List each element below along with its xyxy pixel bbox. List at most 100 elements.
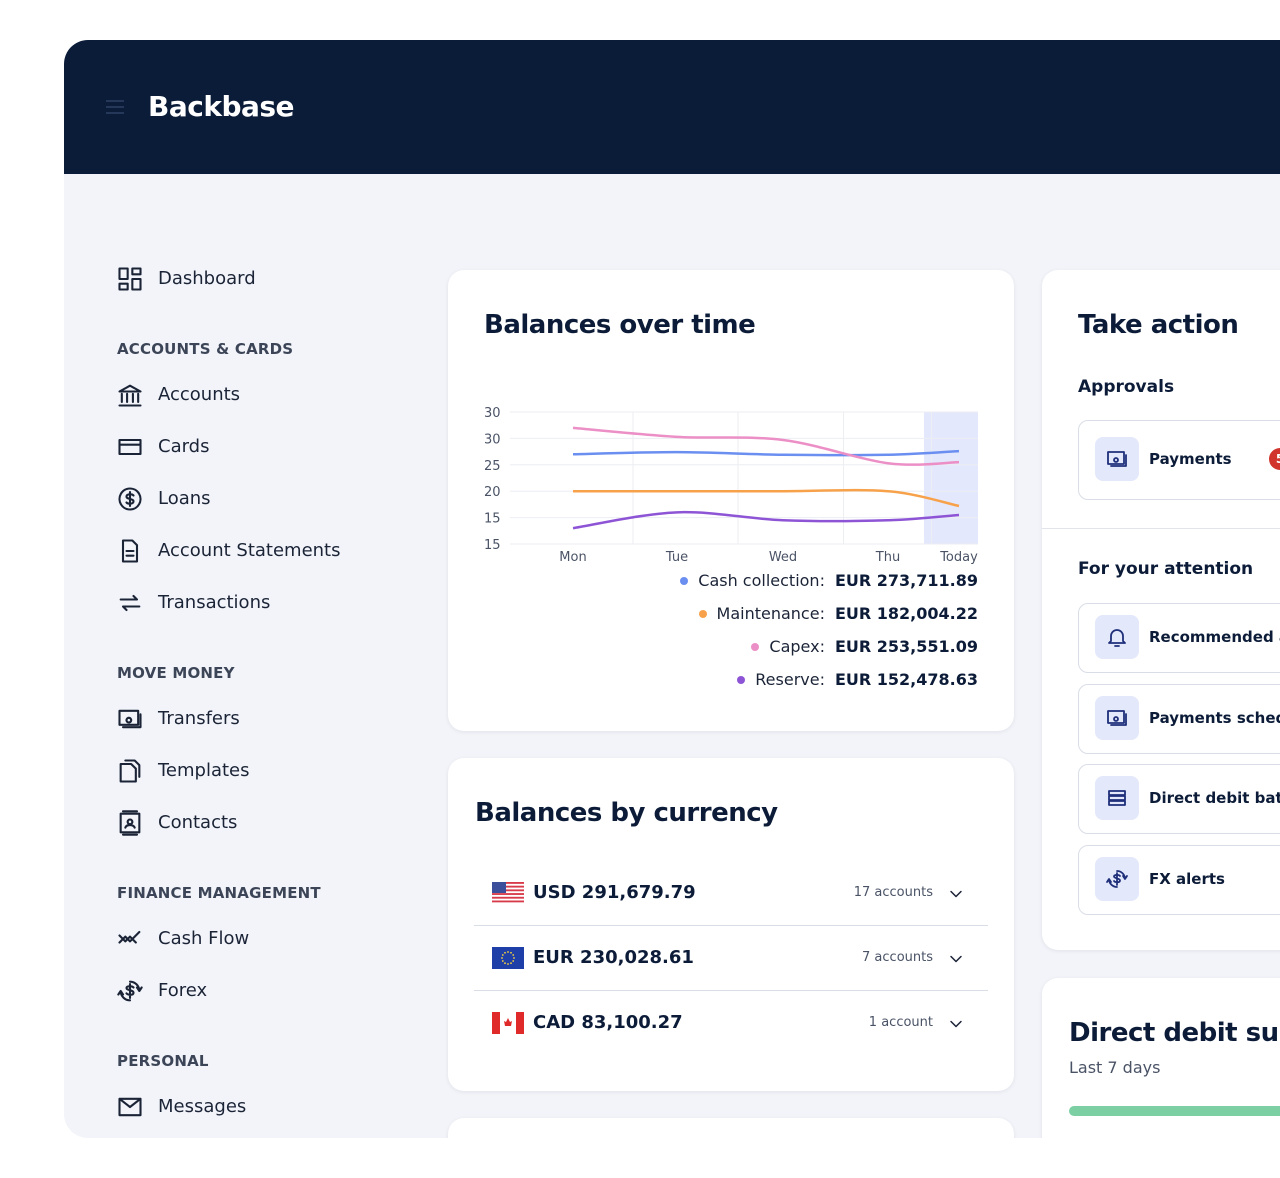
legend-dot bbox=[737, 675, 746, 684]
legend-dot bbox=[751, 642, 760, 651]
nav-item[interactable]: Cash Flow bbox=[158, 928, 250, 949]
take-action-card: Take action Approvals For your attention… bbox=[1042, 270, 1280, 950]
item-icon bbox=[1107, 451, 1127, 467]
nav-icon bbox=[117, 980, 143, 1002]
attention-heading: For your attention bbox=[1078, 559, 1254, 579]
legend-label: Capex: bbox=[769, 637, 825, 656]
x-tick-label: Wed bbox=[769, 550, 797, 565]
chevron bbox=[950, 890, 962, 898]
currency-card: Balances by currency USD 291,679.79 17 ac… bbox=[448, 758, 1014, 1091]
chevron bbox=[950, 955, 962, 963]
next-card bbox=[448, 1118, 1014, 1138]
nav-item[interactable]: Cards bbox=[158, 436, 210, 457]
legend-row: Maintenance: EUR 182,004.22 bbox=[578, 597, 978, 630]
direct-debit-title: Direct debit sum bbox=[1069, 1018, 1280, 1048]
divider bbox=[474, 990, 988, 991]
approvals-heading: Approvals bbox=[1078, 377, 1175, 397]
nav-item[interactable]: Contacts bbox=[158, 812, 238, 833]
nav-item[interactable]: Dashboard bbox=[158, 268, 256, 289]
highlight-band bbox=[924, 412, 978, 544]
nav-item[interactable]: Templates bbox=[158, 760, 250, 781]
icon-box bbox=[1095, 776, 1139, 820]
nav-icon bbox=[119, 759, 141, 783]
legend-row: Cash collection: EUR 273,711.89 bbox=[578, 564, 978, 597]
brand: Backbase bbox=[148, 90, 295, 123]
account-count: 7 accounts bbox=[862, 950, 933, 965]
nav-icon bbox=[118, 487, 142, 511]
legend-value: EUR 182,004.22 bbox=[834, 604, 978, 623]
nav-icon bbox=[121, 539, 139, 563]
flag bbox=[492, 947, 524, 969]
legend-dot bbox=[698, 609, 707, 618]
y-tick-label: 15 bbox=[484, 538, 501, 553]
series-line bbox=[572, 426, 960, 466]
legend-row: Reserve: EUR 152,478.63 bbox=[578, 663, 978, 696]
nav-icon bbox=[118, 930, 141, 944]
nav-section-title: MOVE MONEY bbox=[117, 664, 235, 682]
item-icon bbox=[1108, 790, 1126, 806]
y-tick-label: 25 bbox=[484, 459, 501, 474]
legend-label: Cash collection: bbox=[698, 571, 825, 590]
nav-icon bbox=[119, 594, 141, 612]
item-label: Direct debit batch bbox=[1149, 789, 1280, 807]
legend-dot bbox=[680, 576, 689, 585]
nav-item[interactable]: Account Statements bbox=[158, 540, 341, 561]
y-tick-label: 30 bbox=[484, 406, 501, 421]
item-icon bbox=[1107, 709, 1127, 726]
nav-section-title: ACCOUNTS & CARDS bbox=[117, 340, 294, 358]
nav-item[interactable]: Forex bbox=[158, 980, 208, 1001]
nav-icon bbox=[119, 810, 141, 836]
legend-label: Maintenance: bbox=[716, 604, 825, 623]
legend: Cash collection: EUR 273,711.89 Maintenanc… bbox=[578, 564, 978, 696]
account-count: 1 account bbox=[868, 1015, 933, 1030]
nav-item[interactable]: Transfers bbox=[158, 708, 240, 729]
flag bbox=[492, 882, 524, 904]
app-frame: Backbase Dashboard ACCOUNTS & CARDS Accoun… bbox=[64, 40, 1280, 1138]
divider bbox=[474, 925, 988, 926]
x-tick-label: Thu bbox=[875, 550, 900, 565]
nav-section-title: FINANCE MANAGEMENT bbox=[117, 884, 321, 902]
divider bbox=[1042, 528, 1280, 529]
nav-icon bbox=[118, 709, 142, 729]
menu-icon[interactable] bbox=[104, 98, 128, 116]
flag bbox=[492, 1012, 524, 1034]
nav-section-title: PERSONAL bbox=[117, 1052, 209, 1070]
x-tick-label: Today bbox=[939, 550, 978, 565]
chart-card: Balances over time 30 30 25 20 15 15 Mon Tue Wed… bbox=[448, 270, 1014, 731]
x-tick-label: Mon bbox=[559, 550, 586, 565]
item-icon bbox=[1108, 629, 1126, 647]
progress-bar bbox=[1069, 1106, 1280, 1116]
direct-debit-card: Direct debit sum Last 7 days bbox=[1042, 978, 1280, 1138]
item-label: Recommended ac bbox=[1149, 628, 1280, 646]
y-tick-label: 30 bbox=[484, 432, 501, 447]
nav-icon bbox=[118, 267, 142, 291]
nav-item[interactable]: Transactions bbox=[158, 592, 271, 613]
item-label: FX alerts bbox=[1149, 869, 1225, 888]
legend-row: Capex: EUR 253,551.09 bbox=[578, 630, 978, 663]
nav-icon bbox=[118, 438, 142, 456]
nav-item[interactable]: Messages bbox=[158, 1096, 247, 1117]
chevron bbox=[950, 1020, 962, 1028]
legend-label: Reserve: bbox=[755, 670, 825, 689]
y-tick-label: 15 bbox=[484, 512, 501, 527]
series-line bbox=[572, 510, 960, 530]
legend-value: EUR 253,551.09 bbox=[834, 637, 978, 656]
header: Backbase bbox=[64, 40, 1280, 174]
series-line bbox=[572, 449, 960, 457]
legend-value: EUR 152,478.63 bbox=[834, 670, 978, 689]
nav-item[interactable]: Accounts bbox=[158, 384, 241, 405]
nav-item[interactable]: Loans bbox=[158, 488, 211, 509]
currency-title: Balances by currency bbox=[475, 798, 778, 828]
item-label: Payments bbox=[1149, 450, 1232, 468]
icon-box bbox=[1095, 615, 1139, 659]
chart: 30 30 25 20 15 15 Mon Tue Wed Thu Today bbox=[484, 406, 978, 565]
nav-icon bbox=[118, 1097, 142, 1117]
x-tick-label: Tue bbox=[665, 550, 688, 565]
series-line bbox=[573, 488, 960, 508]
y-tick-label: 20 bbox=[484, 485, 501, 500]
badge: 5 bbox=[1269, 448, 1280, 470]
direct-debit-subtitle: Last 7 days bbox=[1069, 1058, 1161, 1077]
currency-amount: CAD 83,100.27 bbox=[533, 1012, 683, 1033]
account-count: 17 accounts bbox=[853, 885, 933, 900]
